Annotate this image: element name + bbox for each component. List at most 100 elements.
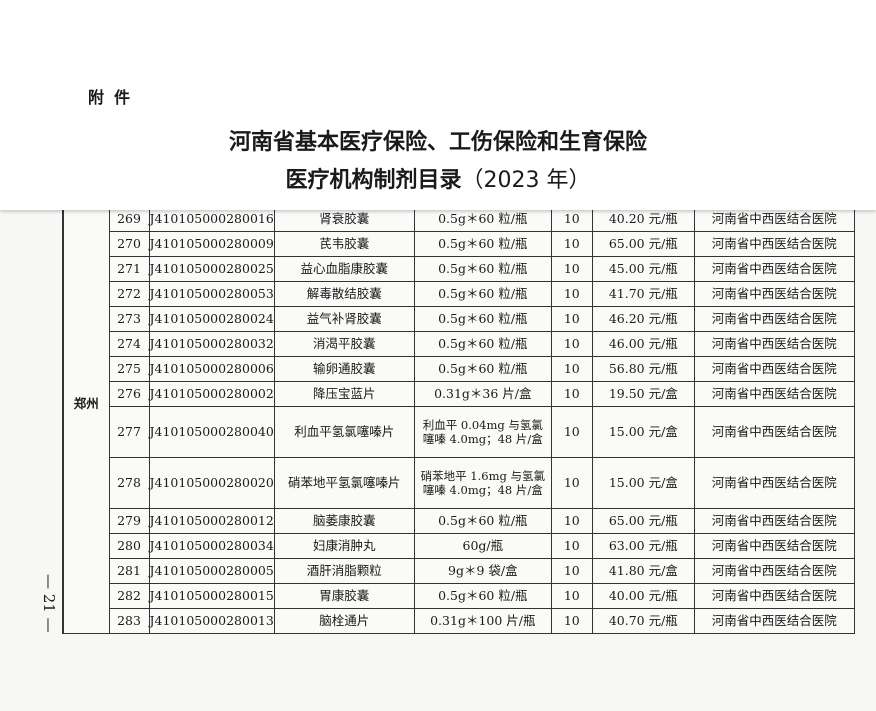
name-cell: 胃康胶囊 xyxy=(273,583,415,609)
price-cell: 15.00 元/盒 xyxy=(591,406,695,458)
qty-cell: 10 xyxy=(550,356,593,382)
price-cell: 46.00 元/瓶 xyxy=(591,331,695,357)
price-cell: 15.00 元/盒 xyxy=(591,457,695,509)
table-row: 283 J410105000280013 脑栓通片 0.31g＊100 片/瓶 10 40… xyxy=(63,608,855,634)
name-cell: 输卵通胶囊 xyxy=(273,356,415,382)
page-number: — 21 — xyxy=(40,573,58,633)
price-cell: 41.70 元/瓶 xyxy=(591,281,695,307)
no-cell: 269 xyxy=(108,206,150,232)
spec-cell: 9g＊9 袋/盒 xyxy=(413,558,552,584)
no-cell: 282 xyxy=(108,583,150,609)
qty-cell: 10 xyxy=(550,306,593,332)
price-cell: 19.50 元/盒 xyxy=(591,381,695,407)
table-row: 270 J410105000280009 芪韦胶囊 0.5g＊60 粒/瓶 10 65.0… xyxy=(63,231,855,257)
code-cell: J410105000280015 xyxy=(148,583,275,609)
qty-cell: 10 xyxy=(550,231,593,257)
table-row: 279 J410105000280012 脑萎康胶囊 0.5g＊60 粒/瓶 10 65.… xyxy=(63,508,855,534)
qty-cell: 10 xyxy=(550,331,593,357)
price-cell: 40.00 元/瓶 xyxy=(591,583,695,609)
no-cell: 270 xyxy=(108,231,150,257)
code-cell: J410105000280025 xyxy=(148,256,275,282)
price-cell: 56.80 元/瓶 xyxy=(591,356,695,382)
code-cell: J410105000280034 xyxy=(148,533,275,559)
table-row: 281 J410105000280005 酒肝消脂颗粒 9g＊9 袋/盒 10 41.80… xyxy=(63,558,855,584)
hospital-cell: 河南省中西医结合医院 xyxy=(693,558,855,584)
spec-cell: 0.5g＊60 粒/瓶 xyxy=(413,306,552,332)
hospital-cell: 河南省中西医结合医院 xyxy=(693,381,855,407)
table-row: 277 J410105000280040 利血平氢氯噻嗪片 利血平 0.04mg 与氢… xyxy=(63,406,855,458)
document-title-line1: 河南省基本医疗保险、工伤保险和生育保险 xyxy=(228,130,647,155)
table-row: 275 J410105000280006 输卵通胶囊 0.5g＊60 粒/瓶 10 56.… xyxy=(63,356,855,382)
qty-cell: 10 xyxy=(550,256,593,282)
qty-cell: 10 xyxy=(550,206,593,232)
formulary-table: 郑州 269 J410105000280016 肾衰胶囊 0.5g＊60 粒/瓶 10 40… xyxy=(62,206,855,634)
hospital-cell: 河南省中西医结合医院 xyxy=(693,406,855,458)
hospital-cell: 河南省中西医结合医院 xyxy=(693,533,855,559)
no-cell: 274 xyxy=(108,331,150,357)
code-cell: J410105000280013 xyxy=(148,608,275,634)
spec-cell: 利血平 0.04mg 与氢氯噻嗪 4.0mg；48 片/盒 xyxy=(413,406,552,458)
attachment-label: 附件 xyxy=(88,88,141,107)
code-cell: J410105000280006 xyxy=(148,356,275,382)
table-row: 280 J410105000280034 妇康消肿丸 60g/瓶 10 63.00 元/瓶… xyxy=(63,533,855,559)
qty-cell: 10 xyxy=(550,558,593,584)
document-title-line2: 医疗机构制剂目录（2023 年） xyxy=(0,162,876,194)
hospital-cell: 河南省中西医结合医院 xyxy=(693,231,855,257)
spec-cell: 0.5g＊60 粒/瓶 xyxy=(413,356,552,382)
hospital-cell: 河南省中西医结合医院 xyxy=(693,281,855,307)
code-cell: J410105000280040 xyxy=(148,406,275,458)
region-cell: 郑州 xyxy=(62,206,110,634)
name-cell: 芪韦胶囊 xyxy=(273,231,415,257)
title-year: （2023 年） xyxy=(461,168,591,193)
price-cell: 41.80 元/盒 xyxy=(591,558,695,584)
spec-cell: 0.31g＊36 片/盒 xyxy=(413,381,552,407)
price-cell: 65.00 元/瓶 xyxy=(591,508,695,534)
code-cell: J410105000280020 xyxy=(148,457,275,509)
code-cell: J410105000280009 xyxy=(148,231,275,257)
hospital-cell: 河南省中西医结合医院 xyxy=(693,206,855,232)
qty-cell: 10 xyxy=(550,381,593,407)
table-row: 274 J410105000280032 消渴平胶囊 0.5g＊60 粒/瓶 10 46.… xyxy=(63,331,855,357)
no-cell: 280 xyxy=(108,533,150,559)
spec-cell: 0.5g＊60 粒/瓶 xyxy=(413,508,552,534)
spec-cell: 0.31g＊100 片/瓶 xyxy=(413,608,552,634)
code-cell: J410105000280002 xyxy=(148,381,275,407)
no-cell: 283 xyxy=(108,608,150,634)
price-cell: 45.00 元/瓶 xyxy=(591,256,695,282)
price-cell: 65.00 元/瓶 xyxy=(591,231,695,257)
name-cell: 酒肝消脂颗粒 xyxy=(273,558,415,584)
page-header: 附件 河南省基本医疗保险、工伤保险和生育保险 医疗机构制剂目录（2023 年） xyxy=(0,0,876,210)
spec-cell: 0.5g＊60 粒/瓶 xyxy=(413,231,552,257)
no-cell: 279 xyxy=(108,508,150,534)
name-cell: 脑栓通片 xyxy=(273,608,415,634)
hospital-cell: 河南省中西医结合医院 xyxy=(693,583,855,609)
spec-cell: 0.5g＊60 粒/瓶 xyxy=(413,331,552,357)
spec-cell: 0.5g＊60 粒/瓶 xyxy=(413,583,552,609)
name-cell: 益气补肾胶囊 xyxy=(273,306,415,332)
price-cell: 46.20 元/瓶 xyxy=(591,306,695,332)
no-cell: 271 xyxy=(108,256,150,282)
table-row: 278 J410105000280020 硝苯地平氢氯噻嗪片 硝苯地平 1.6mg 与… xyxy=(63,457,855,509)
no-cell: 273 xyxy=(108,306,150,332)
qty-cell: 10 xyxy=(550,457,593,509)
no-cell: 278 xyxy=(108,457,150,509)
hospital-cell: 河南省中西医结合医院 xyxy=(693,508,855,534)
code-cell: J410105000280012 xyxy=(148,508,275,534)
name-cell: 妇康消肿丸 xyxy=(273,533,415,559)
name-cell: 脑萎康胶囊 xyxy=(273,508,415,534)
title-text: 医疗机构制剂目录 xyxy=(285,168,462,193)
qty-cell: 10 xyxy=(550,508,593,534)
price-cell: 40.70 元/瓶 xyxy=(591,608,695,634)
hospital-cell: 河南省中西医结合医院 xyxy=(693,306,855,332)
price-cell: 40.20 元/瓶 xyxy=(591,206,695,232)
table-row: 273 J410105000280024 益气补肾胶囊 0.5g＊60 粒/瓶 10 46… xyxy=(63,306,855,332)
no-cell: 272 xyxy=(108,281,150,307)
qty-cell: 10 xyxy=(550,608,593,634)
name-cell: 降压宝蓝片 xyxy=(273,381,415,407)
code-cell: J410105000280032 xyxy=(148,331,275,357)
table-row: 276 J410105000280002 降压宝蓝片 0.31g＊36 片/盒 10 19… xyxy=(63,381,855,407)
table-row: 郑州 269 J410105000280016 肾衰胶囊 0.5g＊60 粒/瓶 10 40… xyxy=(62,206,855,634)
qty-cell: 10 xyxy=(550,406,593,458)
hospital-cell: 河南省中西医结合医院 xyxy=(693,356,855,382)
qty-cell: 10 xyxy=(550,281,593,307)
